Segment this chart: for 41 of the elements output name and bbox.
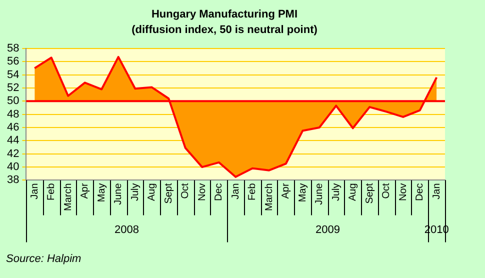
x-tick-label: Nov [398,183,409,202]
x-tick-label: Apr [280,182,292,199]
x-tick-label: June [314,182,326,205]
y-tick-label: 48 [6,108,20,120]
text: 2008 [114,224,139,236]
y-tick-label: 54 [6,68,20,81]
y-tick-label: 42 [6,148,20,160]
x-tick-label: Jan [29,183,40,200]
y-tick-label: 40 [6,161,20,174]
x-tick-label: Dec [214,183,225,202]
chart-subtitle: (diffusion index, 50 is neutral point) [132,24,318,36]
x-tick-label: Aug [146,183,158,202]
x-tick-label: Sept [364,183,376,204]
x-tick-label: May [96,183,108,202]
source-note: Source: Halpim [6,253,82,266]
x-tick-label: Oct [180,183,192,199]
y-tick-label: 52 [6,82,20,94]
x-tick-label: Sept [163,183,174,204]
x-tick-label: March [62,183,74,212]
x-tick-label: Feb [46,182,58,200]
x-tick-label: July [330,183,342,202]
x-tick-label: Nov [196,183,208,202]
text: 2009 [316,224,340,236]
x-tick-label: Aug [348,183,359,202]
x-tick-label: Apr [80,182,91,199]
y-tick-label: 58 [6,42,20,54]
x-tick-label: Dec [414,183,426,202]
x-tick-label: Oct [381,183,392,199]
y-tick-label: 44 [6,134,20,147]
y-tick-label: 46 [6,122,20,134]
y-tick-label: 50 [6,95,20,108]
x-tick-label: Jan [431,183,442,200]
x-tick-label: Jan [230,183,242,200]
x-tick-label: Feb [247,182,258,200]
y-tick-label: 38 [6,174,20,186]
x-tick-label: July [130,183,141,202]
y-tick-label: 56 [6,56,20,68]
x-tick-label: June [113,182,124,205]
x-tick-label: May [297,183,308,202]
x-tick-label: March [264,183,275,212]
chart-title: Hungary Manufacturing PMI [151,8,298,21]
